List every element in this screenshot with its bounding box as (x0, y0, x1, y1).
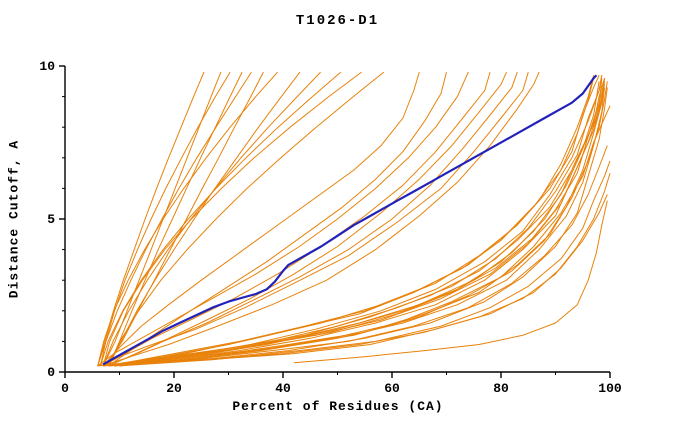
x-tick-label: 60 (384, 381, 400, 396)
model-curve (108, 71, 301, 367)
x-tick-label: 0 (61, 381, 69, 396)
y-tick-label: 5 (47, 212, 55, 227)
model-curve (97, 71, 529, 367)
model-curve (113, 194, 608, 367)
model-curve (108, 71, 447, 367)
model-curves (97, 71, 611, 367)
x-tick-label: 80 (493, 381, 509, 396)
model-curve (108, 71, 243, 367)
model-curve (102, 71, 362, 367)
model-curve (119, 81, 608, 367)
model-curve (113, 87, 608, 367)
model-curve (103, 78, 595, 367)
model-curve (103, 105, 611, 367)
x-tick-label: 100 (598, 381, 622, 396)
model-curve (97, 71, 252, 367)
model-curve (97, 71, 278, 367)
x-axis-label: Percent of Residues (CA) (232, 399, 444, 414)
model-curve (99, 71, 231, 367)
model-curve (113, 78, 605, 367)
model-curve (99, 71, 342, 367)
model-curve (103, 71, 518, 367)
y-tick-label: 10 (39, 59, 55, 74)
highlight-curve (102, 74, 598, 366)
y-axis-label: Distance Cutoff, A (6, 139, 22, 299)
model-curve (103, 71, 540, 367)
axes: 0 20 40 60 80 100 0 5 10 (39, 59, 622, 396)
model-curve (102, 71, 420, 367)
model-curve (119, 160, 611, 367)
model-curve (97, 71, 469, 367)
y-tick-label: 0 (47, 365, 55, 380)
model-curve (293, 200, 608, 364)
model-curve (108, 71, 507, 367)
model-curve (108, 71, 385, 367)
model-curve (108, 87, 605, 367)
model-curve (108, 78, 605, 367)
chart-title: T1026-D1 (295, 13, 380, 29)
model-curve (108, 145, 608, 367)
x-tick-label: 20 (166, 381, 182, 396)
x-tick-label: 40 (275, 381, 291, 396)
model-curve (103, 78, 603, 367)
model-curve (108, 172, 611, 367)
